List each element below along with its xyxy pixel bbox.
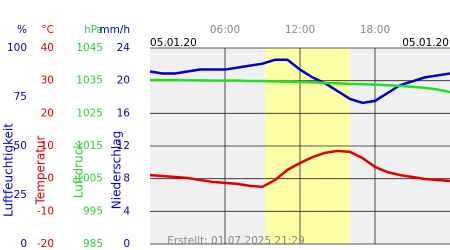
footer: Erstellt: 01.07.2025 21:29 xyxy=(167,235,305,247)
y-tick-label: -10 xyxy=(37,205,54,217)
y-tick-label: 50 xyxy=(14,140,27,152)
y-tick-label: 1025 xyxy=(76,107,103,119)
y-tick-label: 985 xyxy=(83,238,103,250)
y-tick-label: 20 xyxy=(117,75,130,87)
axis-unit: °C xyxy=(41,24,54,36)
y-tick-label: 30 xyxy=(41,75,54,87)
y-tick-label: -20 xyxy=(37,238,54,250)
x-tick-label: 18:00 xyxy=(360,24,390,36)
y-tick-label: 25 xyxy=(14,189,27,201)
y-tick-label: 995 xyxy=(83,205,103,217)
y-tick-label: 20 xyxy=(41,107,54,119)
end-date: 05.01.20 xyxy=(402,37,449,49)
x-tick-label: 06:00 xyxy=(210,24,240,36)
y-tick-label: 24 xyxy=(117,42,131,54)
y-tick-label: 1015 xyxy=(76,140,103,152)
data-line xyxy=(150,78,450,94)
y-tick-label: 75 xyxy=(14,91,27,103)
axis-unit: % xyxy=(17,24,27,36)
y-tick-label: 1035 xyxy=(76,75,103,87)
y-tick-label: 0 xyxy=(47,173,54,185)
axis-unit: mm/h xyxy=(99,24,130,36)
x-tick-label: 12:00 xyxy=(285,24,315,36)
y-tick-label: 40 xyxy=(41,42,54,54)
axis-unit: hPa xyxy=(84,24,103,36)
y-tick-label: 4 xyxy=(123,205,130,217)
y-tick-label: 10 xyxy=(41,140,54,152)
data-line xyxy=(149,149,450,189)
axis-title: Temperatur xyxy=(34,135,48,205)
y-tick-label: 1045 xyxy=(76,42,103,54)
axis-title: Luftfeuchtigkeit xyxy=(2,123,16,217)
y-tick-label: 8 xyxy=(123,173,130,185)
y-tick-label: 0 xyxy=(20,238,27,250)
y-tick-label: 0 xyxy=(123,238,130,250)
y-tick-label: 100 xyxy=(7,42,27,54)
start-date: 05.01.20 xyxy=(150,37,197,49)
y-tick-label: 16 xyxy=(117,107,131,119)
y-tick-label: 1005 xyxy=(76,173,103,185)
axis-title: Luftdruck xyxy=(72,142,86,199)
axis-title: Niederschlag xyxy=(110,131,124,209)
y-tick-label: 12 xyxy=(117,140,130,152)
